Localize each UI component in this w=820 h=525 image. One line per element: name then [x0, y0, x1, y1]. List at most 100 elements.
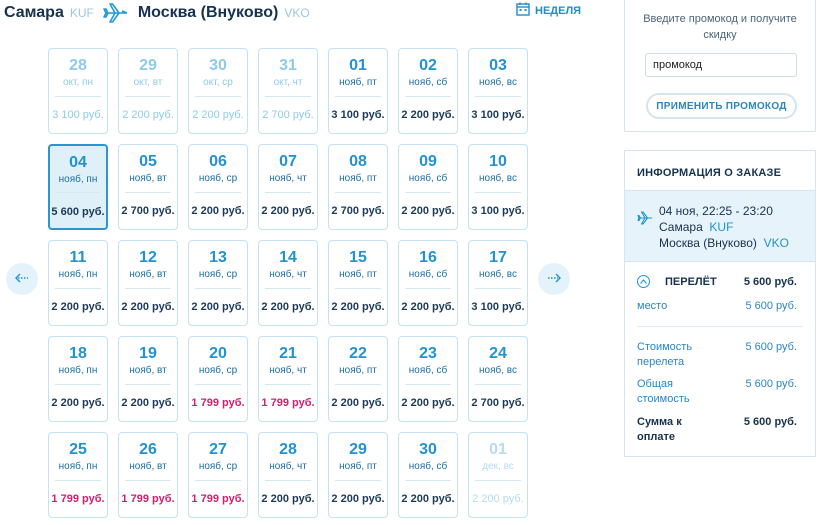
day-number: 16: [419, 249, 437, 266]
calendar-icon: [516, 2, 530, 19]
fare-calendar: 28 окт, пн 3 100 руб. 29 окт, вт 2 200 руб. 30…: [48, 48, 532, 525]
day-number: 01: [489, 441, 507, 458]
day-price: 2 200 руб.: [331, 397, 385, 409]
day-price: 2 700 руб.: [331, 205, 385, 217]
day-divider: [125, 192, 171, 193]
calendar-day[interactable]: 09 нояб, сб 2 200 руб.: [398, 144, 458, 230]
origin-city: Самара: [4, 4, 64, 21]
day-price: 2 200 руб.: [331, 301, 385, 313]
calendar-day[interactable]: 28 окт, пн 3 100 руб.: [48, 48, 108, 134]
flight-cost-value: 5 600 руб.: [745, 341, 797, 353]
calendar-day[interactable]: 29 окт, вт 2 200 руб.: [118, 48, 178, 134]
prev-month-button[interactable]: [6, 263, 38, 295]
calendar-day[interactable]: 30 окт, ср 2 200 руб.: [188, 48, 248, 134]
calendar-day[interactable]: 31 окт, чт 2 700 руб.: [258, 48, 318, 134]
day-weekday: дек, вс: [482, 461, 514, 472]
day-weekday: нояб, вт: [129, 173, 167, 184]
calendar-day[interactable]: 23 нояб, сб 2 200 руб.: [398, 336, 458, 422]
day-number: 02: [419, 57, 437, 74]
calendar-day[interactable]: 18 нояб, пн 2 200 руб.: [48, 336, 108, 422]
flight-destination: Москва (Внуково) VKO: [659, 235, 789, 251]
day-weekday: нояб, сб: [408, 461, 448, 472]
day-weekday: нояб, сб: [408, 269, 448, 280]
calendar-day[interactable]: 28 нояб, чт 2 200 руб.: [258, 432, 318, 518]
calendar-day[interactable]: 17 нояб, вс 3 100 руб.: [468, 240, 528, 326]
calendar-day[interactable]: 10 нояб, вс 3 100 руб.: [468, 144, 528, 230]
day-weekday: нояб, пт: [339, 77, 377, 88]
day-number: 25: [69, 441, 87, 458]
day-price: 2 200 руб.: [191, 205, 245, 217]
calendar-day[interactable]: 11 нояб, пн 2 200 руб.: [48, 240, 108, 326]
segment-header: ПЕРЕЛЁТ 5 600 руб.: [637, 275, 797, 288]
day-divider: [265, 96, 311, 97]
calendar-day[interactable]: 01 дек, вс 2 200 руб.: [468, 432, 528, 518]
day-divider: [56, 192, 100, 193]
calendar-day[interactable]: 30 нояб, сб 2 200 руб.: [398, 432, 458, 518]
calendar-day[interactable]: 24 нояб, вс 2 700 руб.: [468, 336, 528, 422]
day-divider: [475, 384, 521, 385]
week-view-toggle[interactable]: НЕДЕЛЯ: [516, 2, 581, 19]
day-number: 30: [209, 57, 227, 74]
day-price: 2 200 руб.: [401, 493, 455, 505]
day-price: 2 200 руб.: [191, 301, 245, 313]
day-price: 2 200 руб.: [51, 397, 105, 409]
calendar-day[interactable]: 01 нояб, пт 3 100 руб.: [328, 48, 388, 134]
day-price: 5 600 руб.: [51, 206, 105, 218]
day-price: 2 200 руб.: [51, 301, 105, 313]
day-price: 1 799 руб.: [261, 397, 315, 409]
day-divider: [195, 384, 241, 385]
collapse-toggle-icon[interactable]: [637, 275, 650, 288]
calendar-day[interactable]: 05 нояб, вт 2 700 руб.: [118, 144, 178, 230]
calendar-day[interactable]: 27 нояб, ср 1 799 руб.: [188, 432, 248, 518]
calendar-day[interactable]: 02 нояб, сб 2 200 руб.: [398, 48, 458, 134]
day-price: 2 200 руб.: [472, 493, 524, 505]
flight-origin: Самара KUF: [659, 219, 789, 235]
day-price: 3 100 руб.: [471, 301, 525, 313]
day-price: 1 799 руб.: [51, 493, 105, 505]
calendar-day[interactable]: 19 нояб, вт 2 200 руб.: [118, 336, 178, 422]
day-weekday: нояб, ср: [198, 269, 238, 280]
day-divider: [335, 384, 381, 385]
calendar-day[interactable]: 07 нояб, чт 2 200 руб.: [258, 144, 318, 230]
airplane-icon: [637, 211, 653, 230]
day-number: 07: [279, 153, 297, 170]
day-price: 2 700 руб.: [471, 397, 525, 409]
day-weekday: нояб, ср: [198, 461, 238, 472]
calendar-day[interactable]: 15 нояб, пт 2 200 руб.: [328, 240, 388, 326]
calendar-day[interactable]: 20 нояб, ср 1 799 руб.: [188, 336, 248, 422]
day-divider: [55, 384, 101, 385]
calendar-day[interactable]: 12 нояб, вт 2 200 руб.: [118, 240, 178, 326]
day-price: 1 799 руб.: [191, 493, 245, 505]
calendar-day[interactable]: 04 нояб, пн 5 600 руб.: [48, 144, 108, 230]
calendar-day[interactable]: 14 нояб, чт 2 200 руб.: [258, 240, 318, 326]
calendar-day[interactable]: 26 нояб, вт 1 799 руб.: [118, 432, 178, 518]
day-price: 1 799 руб.: [191, 397, 245, 409]
calendar-day[interactable]: 21 нояб, чт 1 799 руб.: [258, 336, 318, 422]
calendar-day[interactable]: 16 нояб, сб 2 200 руб.: [398, 240, 458, 326]
day-number: 12: [139, 249, 157, 266]
apply-promo-button[interactable]: ПРИМЕНИТЬ ПРОМОКОД: [646, 93, 797, 119]
day-number: 04: [69, 154, 87, 171]
day-number: 08: [349, 153, 367, 170]
calendar-day[interactable]: 03 нояб, вс 3 100 руб.: [468, 48, 528, 134]
calendar-day[interactable]: 25 нояб, пн 1 799 руб.: [48, 432, 108, 518]
calendar-day[interactable]: 22 нояб, пт 2 200 руб.: [328, 336, 388, 422]
next-month-button[interactable]: [538, 263, 570, 295]
calendar-day[interactable]: 06 нояб, ср 2 200 руб.: [188, 144, 248, 230]
destination-code: VKO: [284, 6, 310, 20]
calendar-day[interactable]: 29 нояб, пт 2 200 руб.: [328, 432, 388, 518]
calendar-day[interactable]: 13 нояб, ср 2 200 руб.: [188, 240, 248, 326]
week-label: НЕДЕЛЯ: [535, 4, 582, 17]
day-number: 17: [489, 249, 507, 266]
day-price: 2 700 руб.: [121, 205, 175, 217]
calendar-day[interactable]: 08 нояб, пт 2 700 руб.: [328, 144, 388, 230]
seat-row: место 5 600 руб.: [637, 299, 797, 314]
day-weekday: нояб, пн: [58, 365, 98, 376]
promo-code-input[interactable]: [645, 53, 797, 77]
day-weekday: нояб, сб: [408, 77, 448, 88]
day-weekday: нояб, чт: [269, 173, 307, 184]
day-weekday: нояб, вс: [479, 365, 517, 376]
total-cost-row: Общая стоимость 5 600 руб.: [637, 377, 797, 407]
day-divider: [475, 480, 521, 481]
day-weekday: окт, вт: [133, 77, 163, 88]
